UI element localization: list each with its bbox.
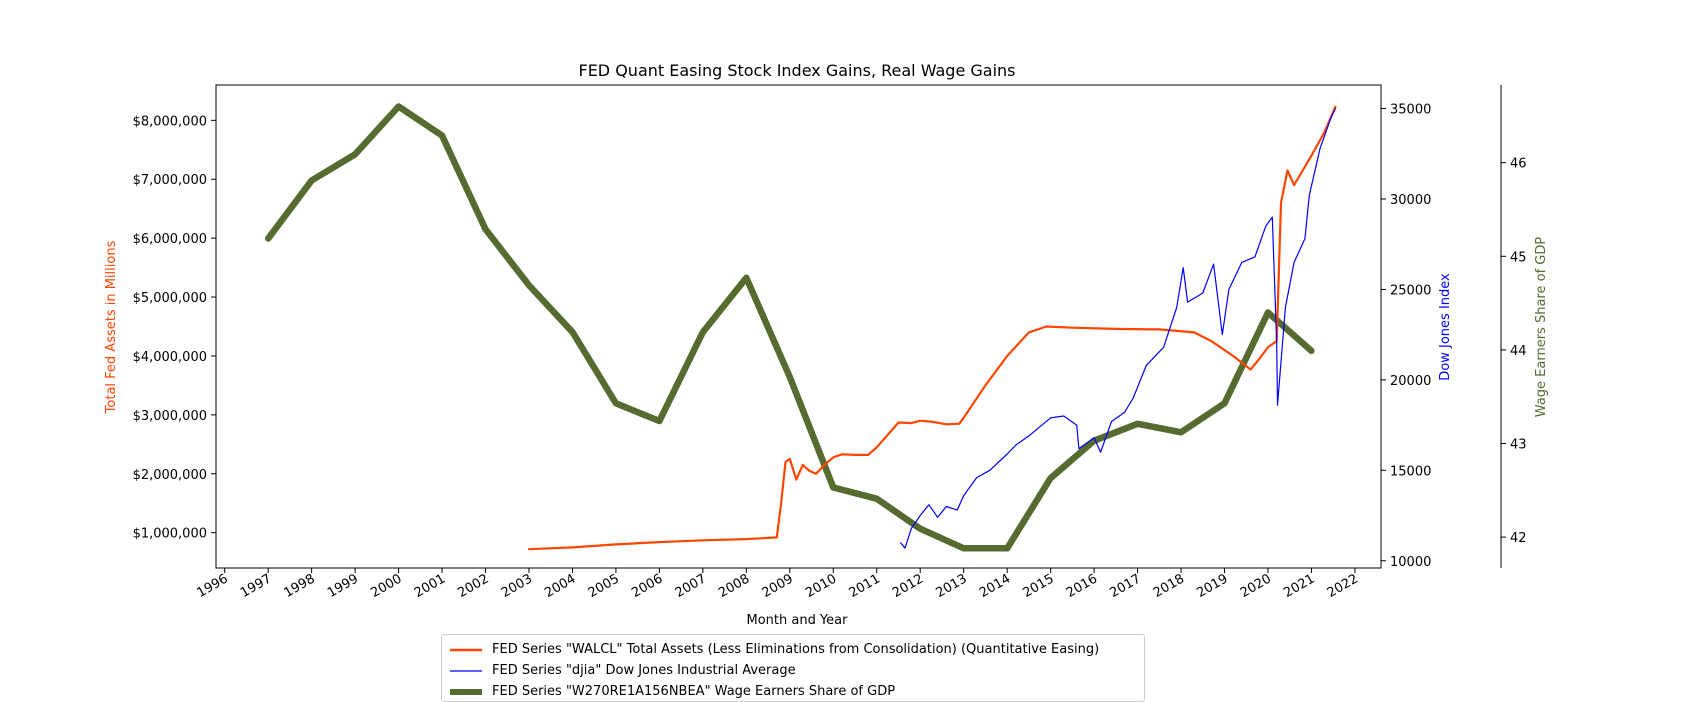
x-tick-label: 2013 <box>934 571 970 601</box>
left-tick-label: $2,000,000 <box>133 468 207 483</box>
x-axis-label: Month and Year <box>747 613 849 628</box>
legend-swatch-walcl <box>450 648 482 651</box>
dow-jones-axis-label: Dow Jones Index <box>1438 273 1453 381</box>
legend-item-walcl: FED Series "WALCL" Total Assets (Less El… <box>450 639 1136 660</box>
left-tick-label: $7,000,000 <box>133 173 207 188</box>
x-tick-label: 1998 <box>281 571 317 601</box>
wage-tick-label: 44 <box>1510 344 1527 359</box>
wage-share-series-line <box>264 103 1315 552</box>
dow-tick-label: 15000 <box>1390 464 1431 479</box>
x-tick-label: 2016 <box>1064 571 1100 601</box>
dow-tick-label: 20000 <box>1390 374 1431 389</box>
x-tick-label: 2022 <box>1325 571 1361 601</box>
dow-jones-axis: 10000 15000 20000 25000 30000 35000 <box>1381 103 1431 570</box>
left-tick-label: $4,000,000 <box>133 350 207 365</box>
x-tick-label: 2001 <box>412 571 448 601</box>
x-tick-label: 2010 <box>803 571 839 601</box>
wage-axis-label: Wage Earners Share of GDP <box>1534 237 1549 418</box>
x-tick-label: 2002 <box>455 571 491 601</box>
x-tick-label: 1996 <box>195 571 231 601</box>
left-tick-label: $8,000,000 <box>133 114 207 129</box>
x-tick-label: 2005 <box>586 571 622 601</box>
plot-area <box>264 103 1337 552</box>
wage-share-axis: 42 43 44 45 46 <box>1501 157 1527 546</box>
x-tick-label: 2003 <box>499 571 535 601</box>
legend-label-walcl: FED Series "WALCL" Total Assets (Less El… <box>492 642 1100 657</box>
x-tick-label: 2008 <box>716 571 752 601</box>
left-tick-label: $6,000,000 <box>133 232 207 247</box>
legend: FED Series "WALCL" Total Assets (Less El… <box>441 634 1145 702</box>
fed-assets-axis: $1,000,000 $2,000,000 $3,000,000 $4,000,000… <box>133 114 216 542</box>
x-tick-label: 2014 <box>977 571 1013 601</box>
x-tick-label: 2021 <box>1281 571 1317 601</box>
x-tick-label: 2007 <box>673 571 709 601</box>
walcl-series-line <box>527 105 1337 551</box>
x-tick-label: 2019 <box>1194 571 1230 601</box>
legend-item-djia: FED Series "djia" Dow Jones Industrial A… <box>450 660 1136 681</box>
x-tick-label: 2000 <box>368 571 404 601</box>
legend-swatch-wage-share <box>450 688 482 695</box>
legend-item-wage-share: FED Series "W270RE1A156NBEA" Wage Earner… <box>450 681 1136 702</box>
x-tick-label: 2017 <box>1107 571 1143 601</box>
legend-label-djia: FED Series "djia" Dow Jones Industrial A… <box>492 663 796 678</box>
x-tick-label: 2015 <box>1020 571 1056 601</box>
legend-swatch-djia <box>450 669 482 672</box>
left-axis-label: Total Fed Assets in Millions <box>104 240 119 414</box>
dow-tick-label: 30000 <box>1390 193 1431 208</box>
x-tick-label: 1997 <box>238 571 274 601</box>
wage-tick-label: 46 <box>1510 157 1527 172</box>
x-tick-label: 2012 <box>890 571 926 601</box>
x-tick-label: 2020 <box>1238 571 1274 601</box>
wage-tick-label: 45 <box>1510 250 1527 265</box>
legend-label-wage-share: FED Series "W270RE1A156NBEA" Wage Earner… <box>492 684 896 699</box>
dow-tick-label: 35000 <box>1390 103 1431 118</box>
wage-tick-label: 42 <box>1510 531 1527 546</box>
wage-tick-label: 43 <box>1510 438 1527 453</box>
dow-tick-label: 25000 <box>1390 283 1431 298</box>
left-tick-label: $1,000,000 <box>133 527 207 542</box>
x-tick-label: 2004 <box>542 571 578 601</box>
x-tick-label: 2011 <box>847 571 883 601</box>
chart-title: FED Quant Easing Stock Index Gains, Real… <box>578 61 1015 80</box>
plot-frame <box>215 84 1382 569</box>
left-tick-label: $5,000,000 <box>133 291 207 306</box>
djia-series-line <box>900 107 1336 549</box>
x-tick-label: 2009 <box>760 571 796 601</box>
x-tick-label: 1999 <box>325 571 361 601</box>
x-tick-label: 2018 <box>1151 571 1187 601</box>
x-tick-label: 2006 <box>629 571 665 601</box>
dow-tick-label: 10000 <box>1390 555 1431 570</box>
left-tick-label: $3,000,000 <box>133 409 207 424</box>
x-axis: 1996 1997 1998 1999 2000 2001 2002 2003 2004 2005… <box>195 568 1361 601</box>
